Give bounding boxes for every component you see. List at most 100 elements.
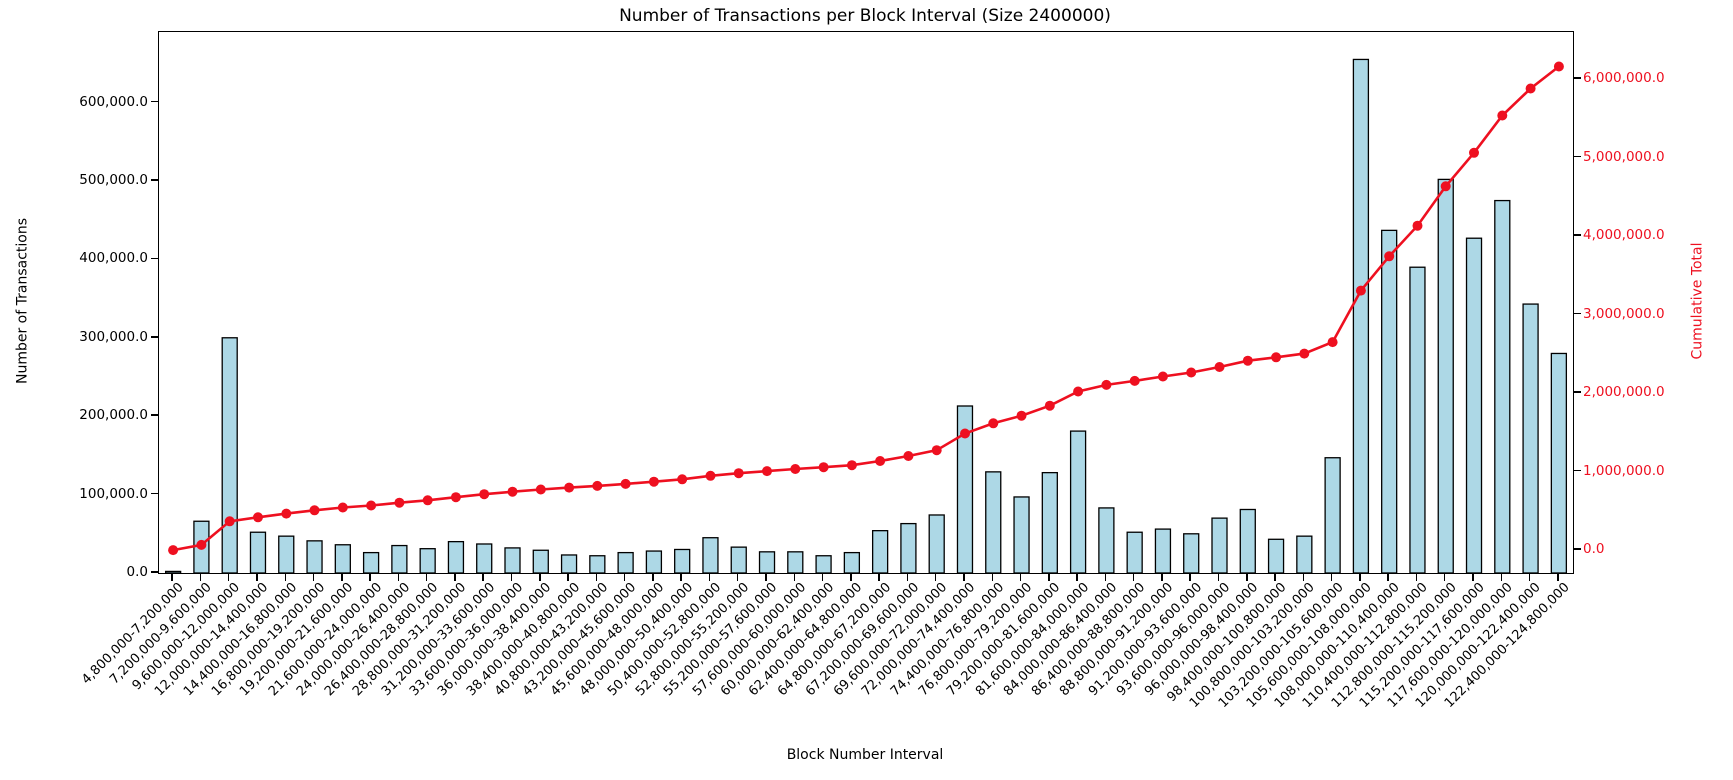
cumulative-point <box>309 505 320 516</box>
cumulative-point <box>1271 352 1282 363</box>
left-tick-mark <box>151 257 158 260</box>
transaction-bar <box>419 548 436 573</box>
transaction-bar <box>1381 229 1398 573</box>
transaction-bar <box>306 540 323 573</box>
left-tick-mark <box>151 414 158 416</box>
cumulative-point <box>1157 371 1168 382</box>
right-tick-label: 0.0 <box>1583 541 1605 558</box>
x-tick-mark <box>963 574 965 581</box>
cumulative-point <box>1497 110 1508 121</box>
cumulative-point <box>1412 220 1423 231</box>
x-tick-mark <box>1019 574 1022 581</box>
cumulative-point <box>790 464 801 474</box>
transaction-bar <box>645 550 663 573</box>
cumulative-point <box>620 478 631 489</box>
cumulative-point <box>1553 61 1564 72</box>
transaction-bar <box>1522 303 1539 573</box>
x-tick-mark <box>1557 574 1559 581</box>
cumulative-point <box>960 428 970 439</box>
x-tick-mark <box>1415 574 1418 581</box>
cumulative-point <box>1327 337 1338 348</box>
right-tick-mark <box>1574 155 1581 158</box>
left-tick-mark <box>151 179 158 181</box>
left-tick-mark <box>151 492 158 495</box>
x-tick-mark <box>256 574 258 581</box>
x-tick-mark <box>1330 574 1333 581</box>
chart-title: Number of Transactions per Block Interva… <box>619 6 1111 26</box>
x-tick-mark <box>425 574 428 581</box>
transaction-bar <box>1183 533 1200 573</box>
cumulative-point <box>1525 83 1536 94</box>
transaction-bar <box>1267 538 1285 573</box>
cumulative-point <box>648 476 659 487</box>
cumulative-point <box>846 460 857 471</box>
cumulative-point <box>1073 386 1084 397</box>
cumulative-point <box>337 502 348 513</box>
transaction-bar <box>391 544 408 573</box>
transaction-bar <box>447 540 465 573</box>
right-tick-mark <box>1574 77 1581 79</box>
x-tick-mark <box>652 574 654 581</box>
cumulative-point <box>196 539 207 550</box>
x-tick-mark <box>821 574 824 581</box>
cumulative-point <box>450 492 461 503</box>
right-tick-mark <box>1574 548 1581 550</box>
cumulative-point <box>507 486 518 497</box>
x-tick-mark <box>595 574 598 581</box>
cumulative-point <box>1469 147 1479 158</box>
transaction-bar <box>1211 517 1228 573</box>
transaction-bar <box>956 405 974 573</box>
transaction-bar <box>1437 178 1454 573</box>
x-tick-mark <box>312 574 315 581</box>
cumulative-point <box>1016 410 1027 421</box>
x-tick-mark <box>227 574 230 581</box>
x-tick-mark <box>1302 574 1305 581</box>
x-tick-mark <box>850 574 852 581</box>
cumulative-point <box>479 489 490 500</box>
x-tick-mark <box>793 574 796 581</box>
transaction-bar <box>164 570 182 573</box>
transaction-bar <box>476 543 493 573</box>
x-tick-mark <box>369 574 371 581</box>
transaction-bar <box>815 555 832 573</box>
transaction-bar <box>334 544 351 573</box>
cumulative-point <box>677 474 688 485</box>
transaction-bar <box>730 546 747 573</box>
cumulative-point <box>168 545 179 556</box>
cumulative-point <box>253 512 263 523</box>
x-tick-mark <box>765 574 767 581</box>
cumulative-point <box>592 480 603 491</box>
cumulative-point <box>1299 348 1310 359</box>
left-tick-mark <box>151 571 158 573</box>
transaction-bar <box>1550 352 1568 573</box>
cumulative-line <box>172 65 1560 552</box>
transaction-bar <box>532 549 549 573</box>
x-tick-mark <box>680 574 682 581</box>
left-tick-label: 0.0 <box>126 564 148 580</box>
cumulative-point <box>762 466 772 477</box>
x-axis-label: Block Number Interval <box>786 747 944 763</box>
right-tick-mark <box>1574 312 1581 315</box>
transaction-bar <box>702 537 719 573</box>
transaction-bar <box>1324 457 1341 573</box>
cumulative-point <box>1242 355 1253 366</box>
x-tick-mark <box>510 574 513 581</box>
cumulative-point <box>224 516 235 527</box>
transaction-bar <box>1296 535 1313 573</box>
x-tick-mark <box>482 574 484 581</box>
transaction-bar <box>589 555 606 573</box>
cumulative-point <box>366 500 377 511</box>
transaction-bar <box>1126 531 1143 573</box>
transaction-bar <box>560 554 578 573</box>
x-tick-mark <box>1189 574 1191 581</box>
transaction-bar <box>504 547 521 573</box>
transaction-bar <box>900 522 917 573</box>
x-tick-mark <box>878 574 880 581</box>
x-tick-mark <box>1528 574 1531 581</box>
cumulative-point <box>1186 367 1197 378</box>
transaction-bar <box>1409 266 1426 573</box>
x-tick-mark <box>906 574 909 581</box>
transaction-bar <box>1465 237 1483 573</box>
transaction-bar <box>362 551 380 573</box>
x-tick-mark <box>934 574 937 581</box>
